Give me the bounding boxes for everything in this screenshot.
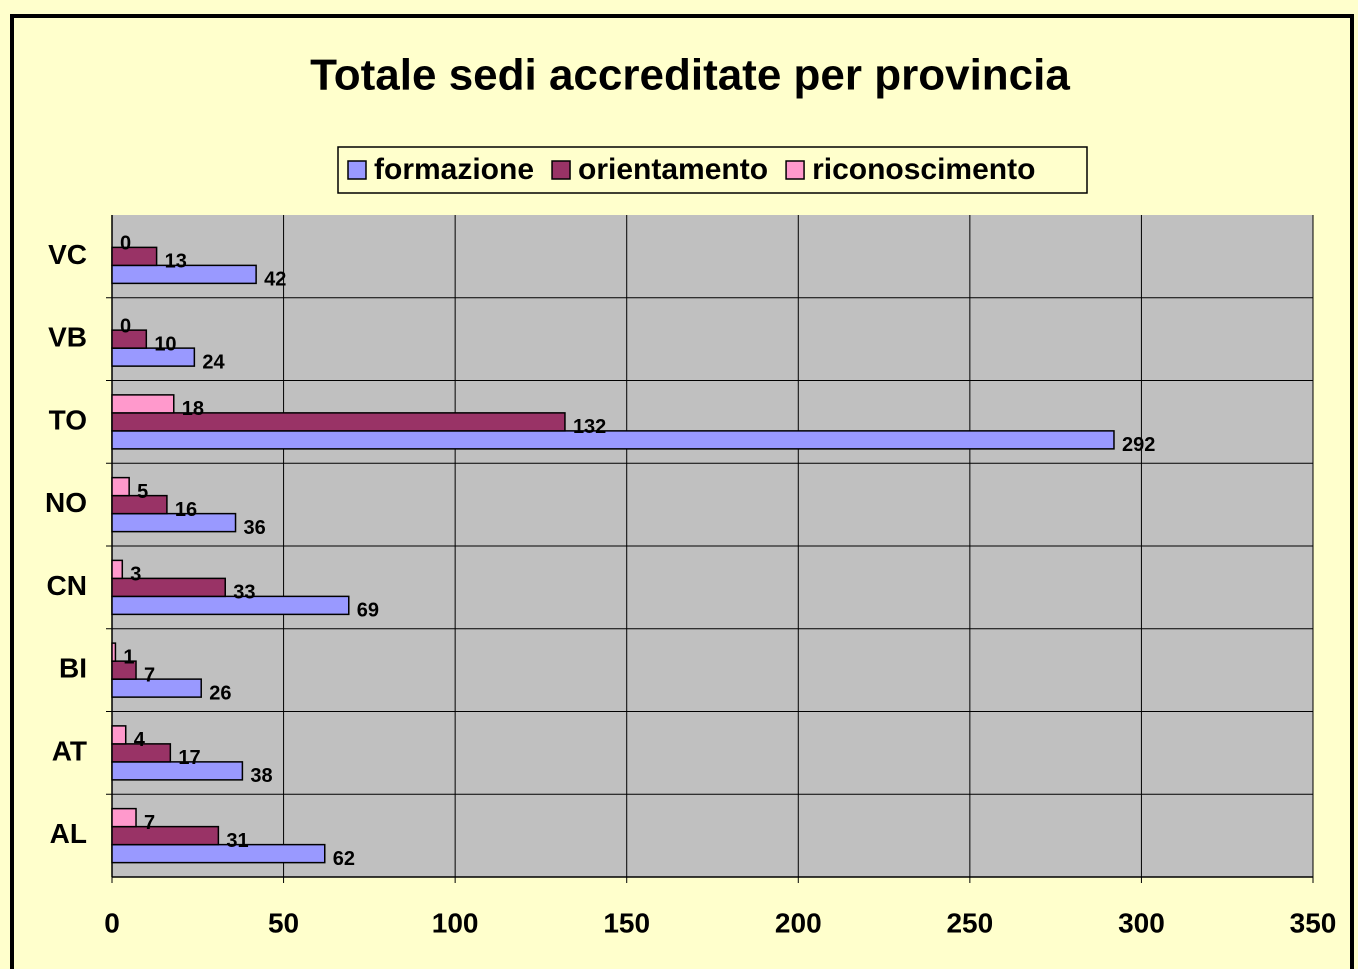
y-tick-label: AL xyxy=(50,818,87,849)
value-label: 16 xyxy=(175,499,197,521)
bar xyxy=(111,412,566,432)
y-tick-label: VB xyxy=(48,322,87,353)
bar xyxy=(111,246,158,267)
chart-title: Totale sedi accreditate per provincia xyxy=(310,51,1070,100)
y-tick-label: CN xyxy=(47,570,87,601)
value-label: 132 xyxy=(573,416,606,438)
legend-swatch xyxy=(785,160,805,180)
value-label: 4 xyxy=(134,729,146,751)
value-label: 26 xyxy=(209,682,231,704)
value-label: 62 xyxy=(333,848,355,870)
value-label: 69 xyxy=(357,600,379,622)
y-tick-label: NO xyxy=(45,487,87,518)
bar xyxy=(111,743,172,763)
bar xyxy=(111,264,257,285)
x-tick-label: 50 xyxy=(268,907,299,938)
value-label: 18 xyxy=(182,398,204,420)
value-label: 0 xyxy=(120,315,131,337)
bar xyxy=(111,347,196,367)
value-label: 24 xyxy=(202,351,225,373)
bar xyxy=(111,761,244,781)
bar xyxy=(111,807,137,828)
x-tick-label: 150 xyxy=(603,907,650,938)
y-tick-label: TO xyxy=(49,404,87,435)
legend xyxy=(337,146,1088,194)
value-label: 7 xyxy=(144,664,155,686)
value-label: 33 xyxy=(233,582,255,604)
value-label: 292 xyxy=(1122,434,1155,456)
y-tick-label: VC xyxy=(48,239,87,270)
bar xyxy=(111,512,237,533)
legend-label: formazione xyxy=(374,153,534,186)
legend-swatch xyxy=(551,160,571,180)
x-tick-label: 200 xyxy=(775,907,822,938)
bar xyxy=(111,494,168,515)
x-tick-label: 250 xyxy=(946,907,993,938)
value-label: 17 xyxy=(178,747,200,769)
value-label: 3 xyxy=(130,564,141,586)
legend-label: riconoscimento xyxy=(812,153,1035,186)
y-tick-label: AT xyxy=(52,735,87,766)
value-label: 38 xyxy=(250,765,272,787)
x-tick-label: 300 xyxy=(1118,907,1165,938)
value-label: 31 xyxy=(226,830,248,852)
bar xyxy=(111,678,202,698)
frame xyxy=(10,14,1354,969)
bar xyxy=(111,559,124,580)
bar xyxy=(111,394,175,414)
legend-swatch xyxy=(347,160,367,180)
value-label: 1 xyxy=(123,646,134,668)
value-label: 36 xyxy=(244,517,266,539)
value-label: 42 xyxy=(264,269,286,291)
value-label: 10 xyxy=(154,333,176,355)
value-label: 13 xyxy=(165,251,187,273)
x-tick-label: 0 xyxy=(104,907,120,938)
bar xyxy=(111,642,117,662)
legend-label: orientamento xyxy=(578,153,768,186)
y-tick-label: BI xyxy=(59,653,87,684)
bar xyxy=(111,329,148,349)
x-tick-label: 350 xyxy=(1290,907,1337,938)
bar xyxy=(111,430,1115,450)
bar xyxy=(111,595,350,616)
bar xyxy=(111,725,127,745)
bar xyxy=(111,577,226,598)
value-label: 0 xyxy=(120,233,131,255)
bar xyxy=(111,843,326,864)
value-label: 7 xyxy=(144,812,155,834)
bar xyxy=(111,476,130,497)
bar xyxy=(111,825,220,846)
value-label: 5 xyxy=(137,481,148,503)
x-tick-label: 100 xyxy=(432,907,479,938)
bar xyxy=(111,660,137,680)
